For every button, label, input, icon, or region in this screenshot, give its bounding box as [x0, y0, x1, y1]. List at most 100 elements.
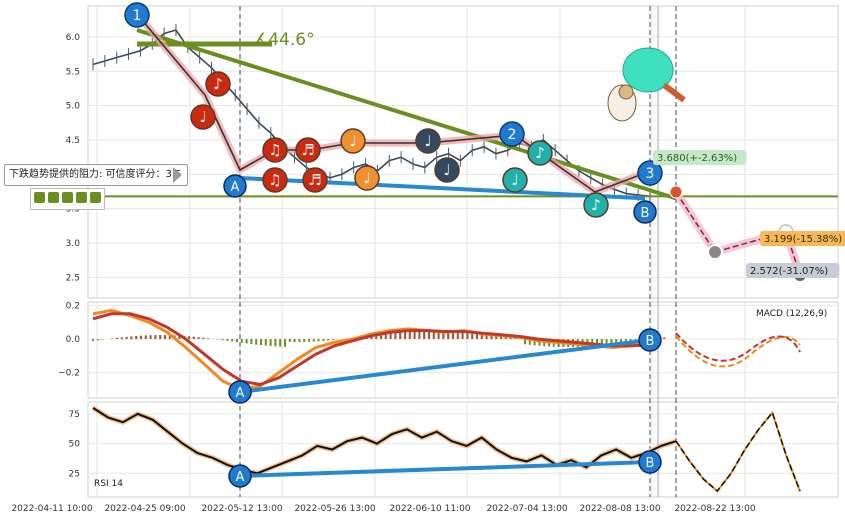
- note-marker: [340, 128, 366, 154]
- y-tick-label: 3.0: [66, 239, 81, 249]
- note-glyph-icon: ♫: [268, 141, 281, 159]
- note-marker: [354, 165, 380, 191]
- note-glyph-icon: ♩: [424, 132, 431, 150]
- paddle-handle-icon: [662, 82, 686, 103]
- point-marker: [633, 200, 657, 224]
- wave-number-marker: [637, 160, 663, 186]
- projection-label-box: [746, 263, 840, 278]
- note-glyph-icon: ♩: [349, 132, 356, 150]
- x-tick-label: 2022-08-22 13:00: [674, 504, 755, 514]
- point-marker: [223, 174, 247, 198]
- y-tick-label: 6.0: [66, 33, 81, 43]
- note-glyph-icon: ♬: [308, 171, 321, 189]
- point-marker: [228, 464, 252, 488]
- projection-label-box: [653, 150, 747, 165]
- x-tick-label: 2022-04-11 10:00: [11, 504, 92, 514]
- note-glyph-icon: ♫: [268, 171, 281, 189]
- rsi-divergence-line: [239, 460, 651, 478]
- y-tick-label: 0.2: [66, 301, 80, 311]
- macd-series-line: [92, 312, 651, 387]
- point-marker-label: B: [641, 206, 650, 221]
- note-marker: [302, 167, 328, 193]
- note-glyph-icon: ♪: [535, 144, 545, 162]
- note-glyph-icon: ♩: [443, 161, 450, 179]
- projection-label: 3.199(-15.38%): [764, 234, 842, 245]
- mascot-dog-head-icon: [618, 84, 634, 100]
- note-glyph-icon: ♩: [199, 108, 206, 126]
- panel-frame: [87, 301, 839, 399]
- point-marker-label: B: [646, 456, 655, 471]
- note-marker: [295, 137, 321, 163]
- macd-divergence-line: [239, 338, 651, 394]
- x-tick-label: 2022-05-26 13:00: [294, 504, 375, 514]
- resistance-callout-pointer: [173, 167, 182, 183]
- rating-star-icon: [48, 192, 59, 203]
- x-tick-label: 2022-07-04 13:00: [486, 504, 567, 514]
- x-tick-label: 2022-05-12 13:00: [201, 504, 282, 514]
- panel-frame: [87, 401, 839, 498]
- wave-number-marker: [124, 2, 150, 28]
- wave-number-label: 1: [133, 8, 142, 24]
- rsi-projection-highlight: [675, 410, 801, 493]
- point-marker-label: B: [646, 334, 655, 349]
- note-marker: [205, 71, 231, 97]
- wave-number-label: 2: [508, 127, 517, 143]
- projection-label-box: [760, 231, 845, 246]
- note-marker: [434, 157, 460, 183]
- rsi-title: RSI 14: [94, 479, 123, 489]
- point-marker: [638, 450, 662, 474]
- downtrend-line: [136, 28, 677, 201]
- y-tick-label: −0.2: [58, 369, 80, 379]
- resistance-callout-text: 下跌趋势提供的阻力: 可信度评分：3.5: [9, 169, 182, 180]
- x-tick-label: 2022-04-25 09:00: [104, 504, 185, 514]
- note-marker: [583, 192, 609, 218]
- angle-label: ∡44.6°: [253, 30, 315, 50]
- paddle-icon: [622, 47, 674, 93]
- point-marker: [228, 380, 252, 404]
- rating-star-icon: [90, 192, 101, 203]
- note-glyph-icon: ♩: [363, 169, 370, 187]
- note-glyph-icon: ♩: [511, 171, 518, 189]
- macd-projection-line: [675, 332, 801, 362]
- y-tick-label: 0.0: [66, 335, 81, 345]
- y-tick-label: 4.5: [66, 136, 80, 146]
- point-marker: [638, 328, 662, 352]
- rating-star-icon: [62, 192, 73, 203]
- projection-path: [675, 191, 801, 276]
- macd-series-line: [92, 308, 651, 392]
- note-glyph-icon: ♬: [301, 141, 314, 159]
- note-glyph-icon: ♪: [213, 75, 223, 93]
- note-marker: [415, 128, 441, 154]
- note-marker: [527, 140, 553, 166]
- point-marker-label: A: [231, 180, 240, 195]
- rating-star-icon: [34, 192, 45, 203]
- macd-title: MACD (12,26,9): [756, 309, 827, 319]
- resistance-callout: 下跌趋势提供的阻力: 可信度评分：3.5: [4, 164, 189, 186]
- projection-point: [707, 244, 723, 260]
- y-tick-label: 50: [69, 440, 81, 450]
- y-tick-label: 75: [69, 410, 80, 420]
- note-marker: [262, 167, 288, 193]
- projection-point: [669, 185, 683, 199]
- note-marker: [190, 104, 216, 130]
- y-tick-label: 5.0: [66, 102, 81, 112]
- y-tick-label: 25: [69, 469, 80, 479]
- projection-label: 2.572(-31.07%): [750, 266, 828, 277]
- rating-icons: [30, 188, 105, 210]
- point-marker-label: A: [236, 470, 245, 485]
- note-glyph-icon: ♪: [591, 196, 601, 214]
- panel-frame: [87, 5, 839, 299]
- y-tick-label: 2.5: [66, 273, 80, 283]
- point-marker-label: A: [236, 386, 245, 401]
- wave-number-label: 3: [646, 166, 655, 182]
- rsi-projection-line: [675, 411, 801, 493]
- projection-label: 3.680(+-2.63%): [657, 153, 737, 164]
- y-tick-label: 5.5: [66, 67, 80, 77]
- x-tick-label: 2022-06-10 11:00: [389, 504, 470, 514]
- rating-star-icon: [76, 192, 87, 203]
- wave-number-marker: [499, 121, 525, 147]
- macd-projection-line: [675, 335, 801, 368]
- note-marker: [262, 137, 288, 163]
- x-tick-label: 2022-08-08 13:00: [579, 504, 660, 514]
